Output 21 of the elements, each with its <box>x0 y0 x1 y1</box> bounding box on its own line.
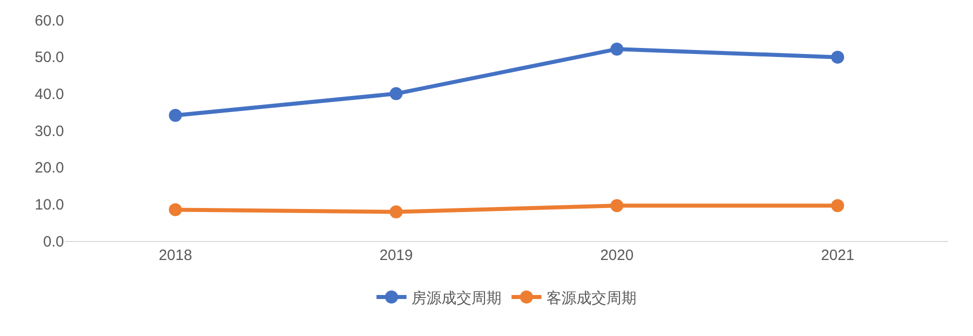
y-tick-label: 20.0 <box>34 160 64 177</box>
y-tick-label: 50.0 <box>34 49 64 66</box>
y-tick-label: 10.0 <box>34 196 64 214</box>
point <box>610 42 624 56</box>
x-tick-label: 2019 <box>379 247 413 264</box>
point <box>168 203 182 216</box>
y-tick-label: 40.0 <box>34 86 64 103</box>
point <box>390 87 403 100</box>
point <box>168 108 182 122</box>
y-tick-label: 60.0 <box>34 12 64 30</box>
x-tick-label: 2020 <box>600 247 634 264</box>
y-tick-label: 0.0 <box>43 233 64 250</box>
y-tick-label: 30.0 <box>34 122 64 140</box>
point <box>390 205 403 218</box>
x-tick-label: 2018 <box>158 247 192 264</box>
point <box>610 199 624 212</box>
point <box>831 199 844 212</box>
legend-label: 客源成交周期 <box>546 290 636 307</box>
x-tick-label: 2021 <box>820 247 854 264</box>
legend-label: 房源成交周期 <box>412 290 502 307</box>
point <box>831 50 844 64</box>
